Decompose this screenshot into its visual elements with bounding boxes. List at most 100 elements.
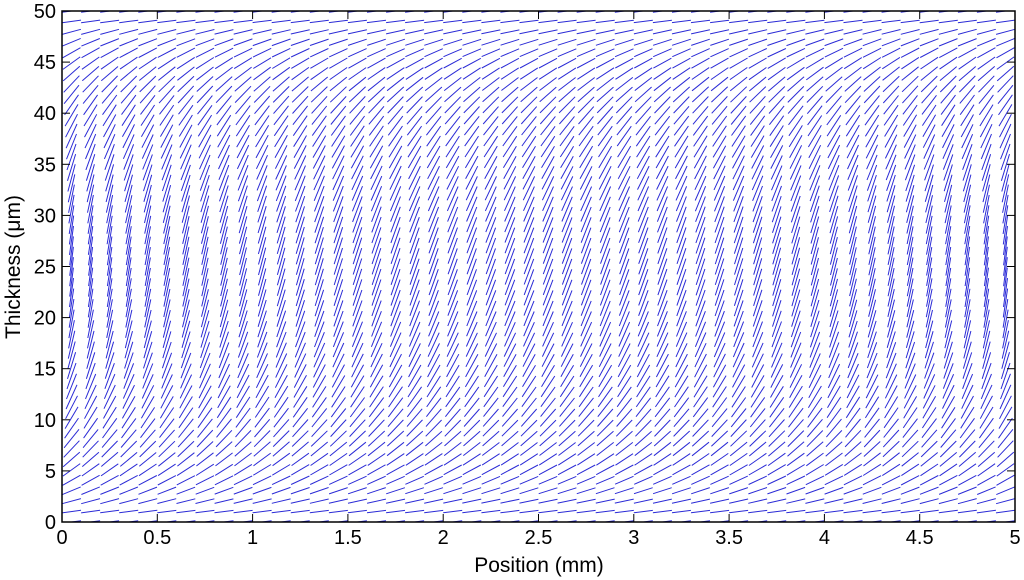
director-segment bbox=[1000, 153, 1010, 181]
director-segment bbox=[884, 124, 898, 148]
director-segment bbox=[504, 237, 516, 264]
director-segment bbox=[595, 57, 615, 69]
director-segment bbox=[294, 155, 307, 180]
director-segment bbox=[313, 175, 325, 201]
director-segment bbox=[218, 363, 230, 389]
director-segment bbox=[369, 125, 384, 147]
director-segment bbox=[925, 288, 933, 318]
director-segment bbox=[982, 330, 991, 359]
director-segment bbox=[843, 57, 863, 70]
director-segment bbox=[887, 205, 895, 234]
director-segment bbox=[158, 452, 176, 467]
director-segment bbox=[676, 196, 687, 222]
director-segment bbox=[237, 175, 249, 202]
director-segment bbox=[618, 321, 631, 347]
director-segment bbox=[271, 509, 291, 514]
director-segment bbox=[824, 47, 844, 58]
director-segment bbox=[84, 384, 97, 410]
director-segment bbox=[906, 299, 914, 328]
director-segment bbox=[465, 354, 479, 378]
director-segment bbox=[690, 29, 711, 35]
director-segment bbox=[787, 430, 805, 447]
director-segment bbox=[219, 310, 229, 338]
director-segment bbox=[767, 29, 787, 35]
director-segment bbox=[963, 194, 971, 224]
director-segment bbox=[843, 498, 863, 504]
director-segment bbox=[924, 341, 934, 369]
director-segment bbox=[464, 125, 480, 147]
director-segment bbox=[238, 310, 248, 338]
director-segment bbox=[443, 509, 463, 514]
director-segment bbox=[200, 205, 209, 234]
director-segment bbox=[900, 19, 920, 24]
director-segment bbox=[925, 215, 933, 245]
director-segment bbox=[886, 320, 896, 348]
director-segment bbox=[542, 248, 554, 275]
director-segment bbox=[407, 145, 422, 169]
director-segment bbox=[868, 216, 876, 244]
director-segment bbox=[614, 509, 634, 514]
director-segment bbox=[558, 453, 577, 466]
director-segment bbox=[944, 520, 958, 522]
director-segment bbox=[105, 520, 120, 522]
director-segment bbox=[234, 85, 252, 103]
director-segment bbox=[926, 236, 933, 266]
director-segment bbox=[197, 95, 213, 115]
director-segment bbox=[196, 76, 214, 92]
director-segment bbox=[351, 332, 364, 358]
director-segment bbox=[405, 453, 424, 466]
director-segment bbox=[463, 96, 481, 114]
director-segment bbox=[462, 48, 482, 58]
director-segment bbox=[958, 451, 977, 467]
director-segment bbox=[180, 363, 192, 389]
director-segment bbox=[219, 175, 229, 202]
director-segment bbox=[271, 498, 291, 504]
director-segment bbox=[444, 419, 462, 437]
director-segment bbox=[103, 124, 116, 149]
director-segment bbox=[180, 342, 191, 369]
director-segment bbox=[463, 408, 480, 427]
director-segment bbox=[143, 174, 153, 202]
director-segment bbox=[462, 464, 482, 476]
director-segment bbox=[729, 29, 749, 35]
director-segment bbox=[805, 11, 819, 13]
director-segment bbox=[292, 397, 308, 418]
director-segment bbox=[900, 47, 920, 58]
director-segment bbox=[328, 11, 343, 13]
director-segment bbox=[290, 509, 310, 514]
director-segment bbox=[557, 38, 577, 46]
director-segment bbox=[862, 57, 882, 70]
director-segment bbox=[595, 464, 615, 476]
director-segment bbox=[426, 386, 442, 408]
director-segment bbox=[635, 408, 652, 427]
director-segment bbox=[62, 498, 82, 505]
director-segment bbox=[481, 57, 501, 69]
director-segment bbox=[125, 215, 132, 245]
director-segment bbox=[558, 96, 576, 114]
director-segment bbox=[519, 475, 539, 485]
director-segment bbox=[713, 165, 726, 191]
director-segment bbox=[216, 407, 232, 428]
director-segment bbox=[311, 105, 328, 125]
director-segment bbox=[314, 279, 324, 307]
director-segment bbox=[214, 498, 234, 504]
director-segment bbox=[138, 28, 158, 35]
director-segment bbox=[598, 364, 613, 388]
director-segment bbox=[272, 86, 290, 103]
director-segment bbox=[652, 19, 672, 24]
director-segment bbox=[295, 268, 305, 296]
director-segment bbox=[824, 486, 844, 495]
director-segment bbox=[964, 226, 971, 255]
director-segment bbox=[964, 257, 971, 287]
director-segment bbox=[348, 67, 367, 81]
director-segment bbox=[410, 520, 425, 522]
director-segment bbox=[310, 452, 329, 466]
director-segment bbox=[748, 19, 768, 24]
director-segment bbox=[253, 452, 271, 467]
director-segment bbox=[767, 11, 781, 13]
director-segment bbox=[558, 419, 576, 437]
director-segment bbox=[539, 77, 557, 91]
director-segment bbox=[576, 19, 596, 24]
director-segment bbox=[752, 310, 763, 337]
director-segment bbox=[85, 133, 97, 160]
